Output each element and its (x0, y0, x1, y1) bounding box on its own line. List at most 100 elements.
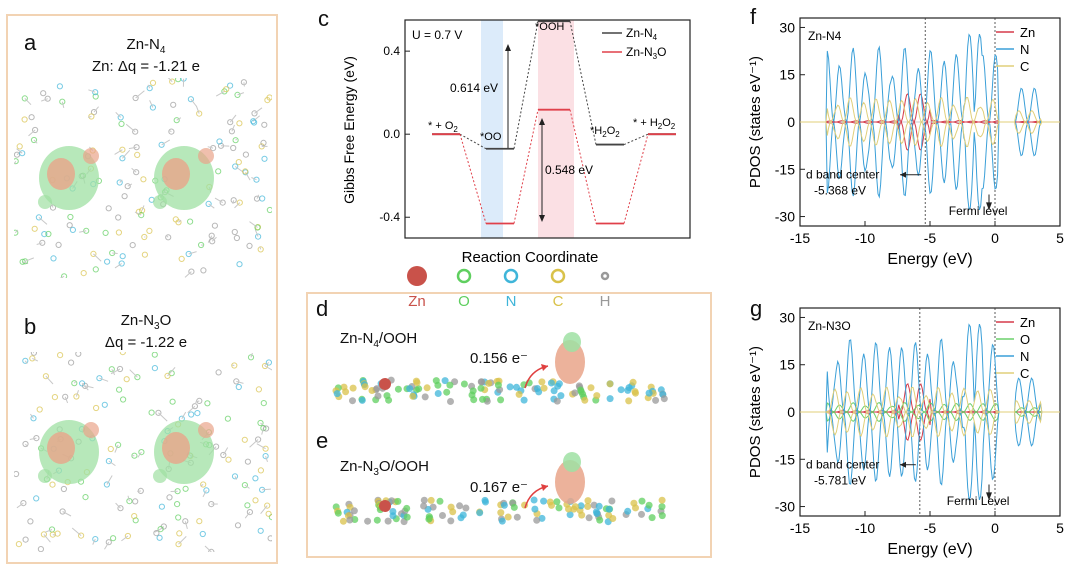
lattice-bond (127, 183, 133, 187)
lattice-atom (244, 502, 251, 509)
lattice-atom (67, 213, 74, 221)
lattice-bond (232, 200, 235, 205)
lattice-bond (115, 502, 121, 509)
lattice-atom (16, 143, 23, 150)
lattice-atom (132, 94, 139, 102)
lattice-atom (73, 393, 80, 400)
lattice-bond (79, 230, 87, 233)
lattice-atom (49, 481, 56, 488)
lattice-bond (137, 451, 142, 458)
slab-atom (333, 390, 341, 398)
isosurface-orange (47, 158, 75, 190)
ytick: -30 (775, 499, 795, 515)
lattice-bond (134, 211, 142, 216)
lattice-bond (178, 536, 187, 545)
lattice-atom (146, 85, 153, 92)
lattice-atom (118, 120, 125, 128)
lattice-atom (246, 242, 253, 249)
atom-O-label: O (458, 293, 470, 310)
pdos-C-down (800, 411, 1060, 438)
lattice-atom (203, 487, 210, 494)
lattice-bond (207, 146, 214, 149)
lattice-atom (105, 539, 112, 546)
slab-atom (535, 388, 543, 396)
lattice-bond (264, 365, 272, 371)
lattice-bond (195, 400, 200, 403)
lattice-atom (236, 120, 243, 127)
lattice-atom (176, 530, 183, 537)
lattice-atom (27, 518, 34, 525)
lattice-atom (41, 231, 48, 238)
lattice-atom (126, 498, 133, 505)
atom-Zn-label: Zn (408, 293, 426, 310)
lattice-atom (40, 531, 47, 538)
lattice-bond (249, 439, 259, 448)
lattice-atom (204, 400, 211, 407)
isosurface-orange (83, 148, 99, 164)
lattice-atom (40, 90, 47, 97)
atom-Zn-icon (407, 266, 427, 286)
lattice-bond (111, 368, 116, 376)
slab-atom (460, 380, 468, 388)
slab-atom (645, 501, 653, 509)
lattice-atom (78, 532, 85, 539)
lattice-atom (236, 261, 243, 268)
lattice-atom (22, 536, 29, 543)
ytick: 15 (779, 357, 795, 373)
connector-1-2 (569, 109, 597, 224)
lattice-atom (156, 534, 163, 541)
lattice-atom (151, 352, 158, 358)
lattice-atom (169, 398, 176, 405)
slab-atom (388, 497, 396, 505)
lattice-bond (104, 541, 110, 550)
lattice-atom (241, 436, 248, 443)
lattice-atom (259, 195, 266, 202)
slab-atom (565, 505, 572, 513)
lattice-atom (251, 110, 258, 117)
c-ytick: 0.0 (383, 127, 400, 141)
lattice-atom (198, 241, 205, 249)
lattice-atom (115, 214, 122, 221)
panel-a-label: a (24, 30, 37, 55)
lattice-atom (146, 227, 153, 234)
lattice-bond (64, 396, 69, 404)
xtick: -15 (790, 230, 810, 246)
slab-atom (477, 384, 485, 392)
lattice-bond (168, 129, 172, 133)
lattice-atom (88, 113, 95, 120)
connector-1-3 (623, 134, 649, 224)
legend-N: N (1020, 349, 1029, 364)
lattice-bond (137, 490, 141, 493)
lattice-atom (252, 475, 259, 482)
lattice-bond (167, 366, 176, 377)
ytick: 0 (787, 404, 795, 420)
lattice-bond (59, 275, 65, 278)
lattice-atom (134, 374, 141, 381)
lattice-atom (260, 400, 267, 407)
lattice-atom (39, 239, 46, 246)
lattice-atom (158, 141, 165, 148)
lattice-bond (43, 534, 51, 543)
lattice-bond (222, 447, 229, 456)
lattice-bond (256, 194, 260, 199)
lattice-atom (29, 355, 36, 362)
isosurface-green (38, 469, 52, 483)
lattice-atom (264, 502, 271, 509)
slab-atom (520, 396, 528, 404)
ooh-isosurface (563, 452, 581, 472)
lattice-bond (243, 82, 245, 87)
isosurface-orange (198, 148, 214, 164)
lattice-bond (237, 92, 245, 96)
panel-g-label: g (750, 296, 763, 321)
lattice-atom (174, 501, 181, 508)
lattice-atom (215, 369, 222, 376)
lattice-bond (249, 221, 258, 228)
pdos-C-up (800, 96, 1060, 123)
lattice-atom (178, 255, 185, 262)
isosurface-green (153, 469, 167, 483)
slab-atom (632, 504, 639, 512)
lattice-atom (234, 522, 242, 529)
lattice-atom (210, 145, 217, 152)
lattice-bond (167, 78, 173, 82)
lattice-atom (90, 108, 98, 116)
